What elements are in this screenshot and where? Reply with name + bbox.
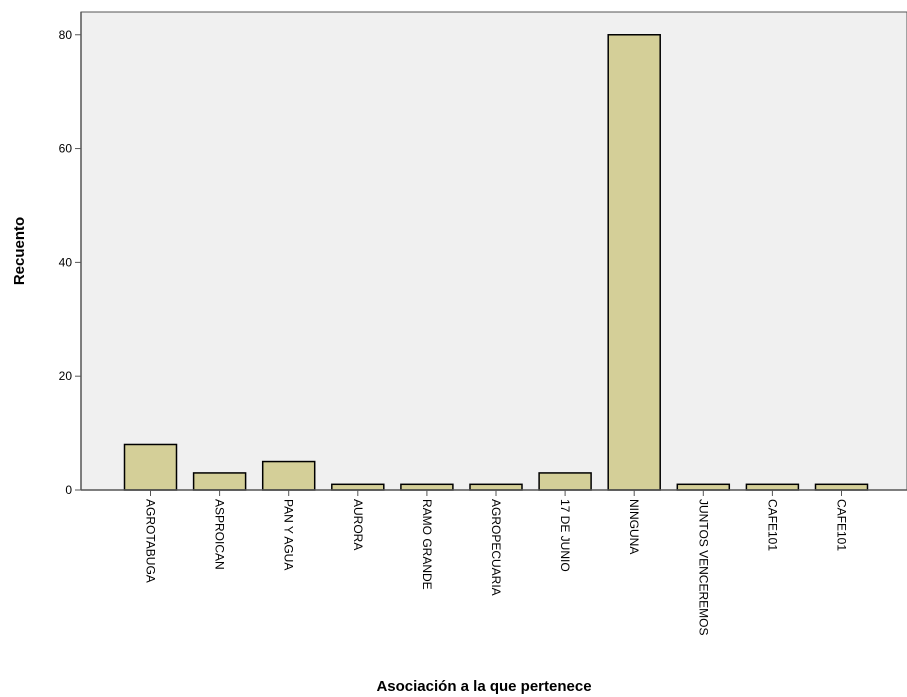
x-tick-label: CAFE101 xyxy=(765,499,779,551)
x-tick-label: JUNTOS VENCEREMOS xyxy=(696,499,710,635)
x-axis: AGROTABUGA ASPROICAN PAN Y AGUA AURORA RAMO … xyxy=(81,489,907,635)
bar-8 xyxy=(607,34,661,491)
y-axis: 0 20 40 60 80 xyxy=(59,12,82,497)
bar-3 xyxy=(261,460,316,491)
x-tick-label: AGROTABUGA xyxy=(144,499,158,583)
x-tick-label: RAMO GRANDE xyxy=(420,499,434,590)
bar-5 xyxy=(400,483,454,491)
bar-9 xyxy=(676,483,731,491)
y-tick-label: 80 xyxy=(59,28,73,42)
bar-6 xyxy=(469,483,523,491)
y-tick-label: 60 xyxy=(59,142,73,156)
x-tick-label: PAN Y AGUA xyxy=(282,499,296,570)
x-axis-title: Asociación a la que pertenece xyxy=(376,678,591,695)
bar-1 xyxy=(123,443,178,491)
bars-group xyxy=(123,34,869,491)
y-tick-label: 20 xyxy=(59,369,73,383)
y-tick-label: 40 xyxy=(59,255,73,269)
bar-2 xyxy=(192,472,247,491)
bar-10 xyxy=(745,483,800,491)
bar-11 xyxy=(814,483,869,491)
plot-area xyxy=(80,11,907,491)
x-tick-label: AGROPECUARIA xyxy=(489,499,503,596)
bar-7 xyxy=(538,472,592,491)
y-axis-title: Recuento xyxy=(11,217,28,285)
x-tick-label: ASPROICAN xyxy=(213,499,227,570)
bar-4 xyxy=(331,483,385,491)
x-tick-label: NINGUNA xyxy=(627,499,641,554)
x-tick-label: 17 DE JUNIO xyxy=(558,499,572,572)
y-tick-label: 0 xyxy=(65,483,72,497)
x-tick-label: AURORA xyxy=(351,499,365,550)
x-tick-label: CAFE101 xyxy=(835,499,849,551)
